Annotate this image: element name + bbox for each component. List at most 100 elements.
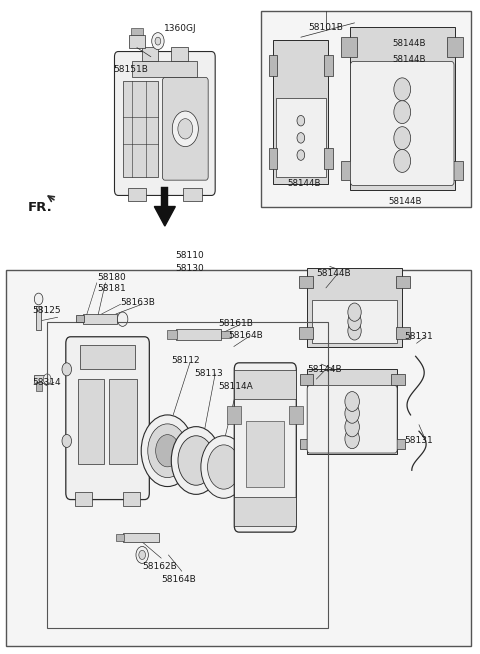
- Text: 58144B: 58144B: [307, 365, 341, 374]
- Text: 58151B: 58151B: [114, 65, 148, 75]
- Text: 58131: 58131: [405, 332, 433, 341]
- Bar: [324, 55, 333, 77]
- Circle shape: [394, 150, 411, 173]
- Bar: [391, 439, 405, 449]
- Bar: [221, 331, 231, 338]
- Circle shape: [297, 133, 305, 143]
- Circle shape: [62, 434, 72, 447]
- Circle shape: [394, 127, 411, 150]
- Text: 58164B: 58164B: [161, 574, 196, 583]
- Text: 58161B: 58161B: [218, 319, 253, 328]
- Bar: [341, 161, 357, 181]
- Text: 58131: 58131: [405, 436, 433, 445]
- Circle shape: [171, 426, 221, 494]
- Bar: [128, 188, 146, 201]
- Bar: [123, 81, 158, 177]
- Bar: [129, 35, 144, 48]
- FancyBboxPatch shape: [115, 52, 215, 196]
- Circle shape: [172, 111, 198, 146]
- Bar: [36, 383, 42, 391]
- Bar: [123, 534, 159, 542]
- Bar: [300, 374, 313, 385]
- Bar: [341, 37, 357, 57]
- Circle shape: [155, 37, 161, 45]
- Bar: [142, 47, 158, 61]
- Text: 58164B: 58164B: [228, 331, 263, 340]
- FancyBboxPatch shape: [307, 386, 397, 453]
- Bar: [36, 305, 41, 330]
- Bar: [6, 269, 471, 646]
- Bar: [269, 55, 277, 77]
- Text: 58112: 58112: [171, 356, 199, 366]
- Circle shape: [156, 435, 179, 467]
- Bar: [299, 327, 313, 339]
- Bar: [447, 37, 463, 57]
- Circle shape: [348, 303, 361, 321]
- Bar: [234, 370, 296, 399]
- Bar: [84, 314, 117, 324]
- Text: 1360GJ: 1360GJ: [164, 24, 196, 33]
- Bar: [246, 421, 284, 487]
- Circle shape: [348, 313, 361, 331]
- Bar: [307, 268, 402, 347]
- Bar: [80, 345, 135, 370]
- Bar: [171, 47, 188, 61]
- Bar: [132, 61, 197, 77]
- Text: 58114A: 58114A: [218, 383, 253, 391]
- Circle shape: [117, 312, 128, 326]
- Circle shape: [345, 429, 360, 449]
- FancyBboxPatch shape: [350, 61, 454, 185]
- Circle shape: [178, 118, 193, 139]
- Text: 58144B: 58144B: [288, 179, 321, 188]
- Circle shape: [201, 436, 247, 498]
- Bar: [123, 492, 140, 506]
- Bar: [350, 27, 455, 190]
- Text: 58144B: 58144B: [393, 39, 426, 48]
- Bar: [167, 330, 177, 339]
- Circle shape: [62, 363, 72, 376]
- Bar: [75, 492, 92, 506]
- Bar: [274, 41, 328, 184]
- Circle shape: [148, 424, 187, 477]
- FancyBboxPatch shape: [234, 363, 296, 532]
- Circle shape: [136, 547, 148, 563]
- Bar: [176, 329, 221, 340]
- Bar: [396, 327, 410, 339]
- Bar: [324, 148, 333, 169]
- Circle shape: [345, 417, 360, 437]
- Text: 58113: 58113: [195, 370, 223, 379]
- Text: 58144B: 58144B: [316, 269, 351, 278]
- Circle shape: [348, 322, 361, 340]
- Bar: [269, 148, 277, 169]
- Bar: [76, 315, 84, 322]
- Circle shape: [394, 78, 411, 101]
- Circle shape: [207, 445, 240, 489]
- Text: 58101B: 58101B: [309, 23, 343, 32]
- Circle shape: [297, 150, 305, 160]
- Circle shape: [43, 374, 51, 385]
- Text: 58144B: 58144B: [393, 56, 426, 65]
- FancyBboxPatch shape: [162, 78, 208, 180]
- Bar: [47, 322, 328, 628]
- Bar: [183, 188, 202, 201]
- Bar: [289, 405, 303, 424]
- Text: 58162B: 58162B: [142, 562, 177, 571]
- Bar: [447, 161, 463, 181]
- Bar: [276, 97, 325, 177]
- Bar: [161, 187, 168, 207]
- Circle shape: [345, 404, 360, 423]
- Circle shape: [178, 436, 214, 485]
- Bar: [131, 28, 143, 35]
- Text: 58180: 58180: [97, 273, 126, 282]
- Text: 58163B: 58163B: [120, 298, 156, 307]
- Circle shape: [141, 415, 194, 487]
- Circle shape: [297, 116, 305, 126]
- Text: 58314: 58314: [33, 378, 61, 387]
- Bar: [109, 379, 137, 464]
- Bar: [299, 276, 313, 288]
- Bar: [312, 300, 397, 343]
- Bar: [262, 11, 471, 207]
- Bar: [116, 534, 124, 542]
- Circle shape: [345, 392, 360, 411]
- Circle shape: [139, 551, 145, 559]
